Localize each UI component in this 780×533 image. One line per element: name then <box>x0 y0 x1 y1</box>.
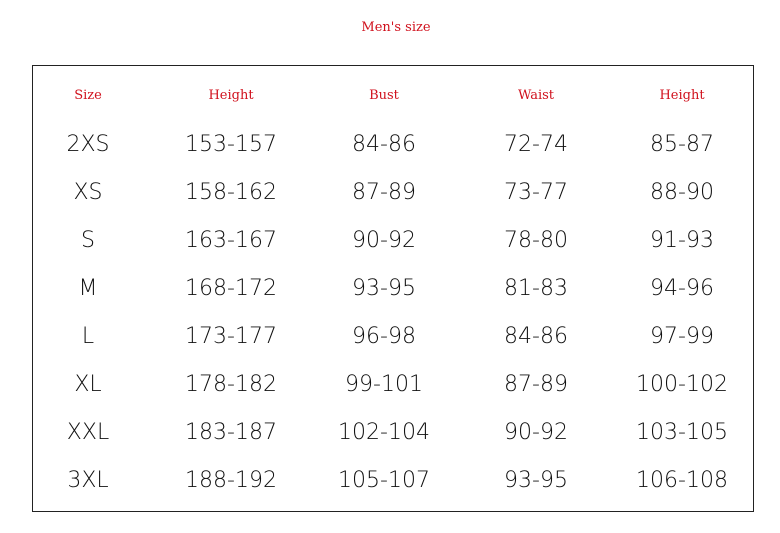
table-row: XL 178-182 99-101 87-89 100-102 <box>33 372 753 402</box>
table-cell: XL <box>74 372 102 397</box>
table-cell: 102-104 <box>338 420 430 445</box>
table-row: XXL 183-187 102-104 90-92 103-105 <box>33 420 753 450</box>
table-cell: 96-98 <box>352 324 416 349</box>
table-cell: 183-187 <box>185 420 277 445</box>
table-cell: 72-74 <box>504 132 568 157</box>
table-row: XS 158-162 87-89 73-77 88-90 <box>33 180 753 210</box>
table-row: L 173-177 96-98 84-86 97-99 <box>33 324 753 354</box>
table-cell: 99-101 <box>345 372 423 397</box>
table-row: 3XL 188-192 105-107 93-95 106-108 <box>33 468 753 498</box>
table-cell: 100-102 <box>636 372 728 397</box>
table-cell: 3XL <box>67 468 109 493</box>
table-row: S 163-167 90-92 78-80 91-93 <box>33 228 753 258</box>
table-cell: Height <box>208 88 254 103</box>
table-cell: 91-93 <box>650 228 714 253</box>
table-cell: 81-83 <box>504 276 568 301</box>
table-row: 2XS 153-157 84-86 72-74 85-87 <box>33 132 753 162</box>
header-row: Size Height Bust Waist Height <box>33 88 753 118</box>
table-cell: 168-172 <box>185 276 277 301</box>
table-cell: 84-86 <box>504 324 568 349</box>
table-cell: 2XS <box>66 132 110 157</box>
size-table: Size Height Bust Waist Height 2XS 153-157 84-86… <box>32 65 754 512</box>
table-cell: 94-96 <box>650 276 714 301</box>
table-cell: 90-92 <box>504 420 568 445</box>
table-cell: 106-108 <box>636 468 728 493</box>
table-cell: 78-80 <box>504 228 568 253</box>
table-cell: 105-107 <box>338 468 430 493</box>
table-cell: Height <box>659 88 705 103</box>
table-cell: 90-92 <box>352 228 416 253</box>
table-cell: 84-86 <box>352 132 416 157</box>
table-row: M 168-172 93-95 81-83 94-96 <box>33 276 753 306</box>
table-cell: 188-192 <box>185 468 277 493</box>
table-cell: Size <box>74 88 102 103</box>
table-cell: 73-77 <box>504 180 568 205</box>
table-cell: 93-95 <box>352 276 416 301</box>
table-cell: XXL <box>66 420 110 445</box>
table-cell: 88-90 <box>650 180 714 205</box>
table-cell: Waist <box>517 88 555 103</box>
table-cell: 85-87 <box>650 132 714 157</box>
table-cell: 178-182 <box>185 372 277 397</box>
table-cell: 153-157 <box>185 132 277 157</box>
table-cell: 93-95 <box>504 468 568 493</box>
table-cell: 173-177 <box>185 324 277 349</box>
table-cell: S <box>81 228 95 253</box>
table-cell: 87-89 <box>352 180 416 205</box>
chart-title: Men's size <box>361 20 431 35</box>
table-cell: 163-167 <box>185 228 277 253</box>
table-cell: 87-89 <box>504 372 568 397</box>
table-cell: 97-99 <box>650 324 714 349</box>
table-cell: 103-105 <box>636 420 728 445</box>
table-cell: XS <box>73 180 103 205</box>
table-cell: 158-162 <box>185 180 277 205</box>
table-cell: L <box>81 324 95 349</box>
table-cell: M <box>78 276 98 301</box>
table-cell: Bust <box>369 88 399 103</box>
